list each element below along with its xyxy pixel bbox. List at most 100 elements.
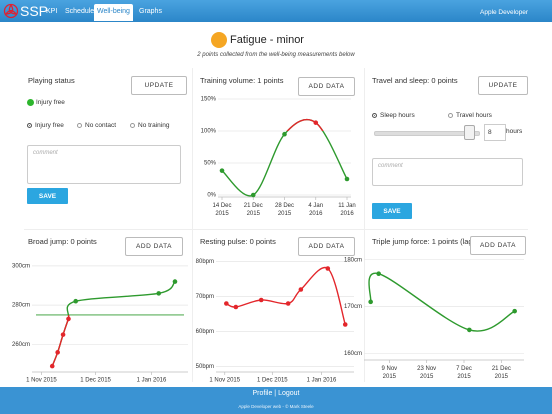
y-tick-label: 0% <box>207 193 216 199</box>
radio-label: Injury free <box>35 122 64 129</box>
data-point <box>313 120 319 125</box>
y-tick-label: 100% <box>201 129 217 135</box>
y-tick-label: 150% <box>201 97 217 103</box>
nav-tab[interactable]: Graphs <box>139 8 162 15</box>
y-tick-label: 50bpm <box>196 364 214 370</box>
x-tick-label-line: 4 Jan <box>308 203 323 209</box>
save-button[interactable]: SAVE <box>27 188 68 204</box>
line <box>368 272 516 332</box>
x-tick-label: 23 Nov 2015 <box>417 366 436 380</box>
footer <box>0 387 552 414</box>
data-point <box>512 308 517 314</box>
data-point <box>224 301 229 306</box>
x-tick-label: 7 Dec 2015 <box>456 366 472 380</box>
panel-title: Resting pulse: 0 points <box>200 237 276 246</box>
data-point <box>368 299 373 305</box>
data-point <box>282 131 287 137</box>
data-point <box>344 176 350 182</box>
panel-title: Triple jump force: 1 points (lag) <box>372 237 476 246</box>
comment-box[interactable]: comment <box>372 158 523 186</box>
save-button[interactable]: SAVE <box>372 203 412 219</box>
hours-input[interactable]: 8 <box>484 124 506 141</box>
hours-unit: hours <box>506 128 523 135</box>
data-point <box>156 291 162 296</box>
radio-label: Travel hours <box>456 112 492 119</box>
add-data-button[interactable]: ADD DATA <box>298 237 355 256</box>
status-dot <box>27 99 34 106</box>
x-tick-label: 11 Jan 2016 <box>338 203 356 217</box>
slider-track <box>374 131 480 136</box>
data-point <box>258 297 264 303</box>
radio-button[interactable] <box>77 123 82 128</box>
radio-option[interactable]: No training <box>130 122 169 129</box>
data-point <box>285 301 291 306</box>
y-tick-label: 260cm <box>12 342 30 348</box>
add-data-button[interactable]: ADD DATA <box>470 236 526 255</box>
data-point <box>233 304 239 310</box>
panel-title: Travel and sleep: 0 points <box>372 76 458 85</box>
radio-button[interactable] <box>372 113 377 118</box>
slider-thumb[interactable] <box>464 125 475 140</box>
x-tick-label-line: 2016 <box>340 211 354 217</box>
nav-tab[interactable]: KPI <box>46 8 58 15</box>
nav-bar <box>0 0 552 22</box>
data-point <box>219 168 225 173</box>
y-tick-label: 70bpm <box>196 294 214 300</box>
radio-option[interactable]: Travel hours <box>448 112 492 119</box>
x-tick-label: 9 Nov 2015 <box>381 366 397 380</box>
separator: | <box>274 390 277 397</box>
x-tick-label: 4 Jan 2016 <box>308 203 323 217</box>
x-tick-label-line: 23 Nov <box>417 366 436 372</box>
x-tick-label: 1 Dec 2015 <box>80 378 111 384</box>
update-button[interactable]: UPDATE <box>131 76 187 95</box>
data-point <box>73 298 79 304</box>
data-point <box>49 363 55 369</box>
x-tick-label-line: 14 Dec <box>212 203 231 209</box>
comment-box[interactable]: comment <box>27 145 181 184</box>
y-tick-label: 280cm <box>12 303 30 309</box>
status-subtitle: 2 points collected from the well-being m… <box>197 52 355 58</box>
x-tick-label: 21 Dec 2015 <box>492 366 511 380</box>
footer-credit: Apple Developer web - © Mark Steele <box>238 404 314 409</box>
data-point <box>298 287 304 292</box>
status-text: Fatigue - minor <box>230 34 304 46</box>
x-tick-label-line: 28 Dec <box>275 203 294 209</box>
x-tick-label-line: 2016 <box>309 211 323 217</box>
radio-label: No contact <box>85 122 117 129</box>
panel-title: Broad jump: 0 points <box>28 237 97 246</box>
radio-button[interactable] <box>130 123 135 128</box>
add-data-button[interactable]: ADD DATA <box>125 237 183 256</box>
data-point <box>376 271 381 277</box>
add-data-button[interactable]: ADD DATA <box>298 77 355 96</box>
x-tick-label-line: 2015 <box>278 211 292 217</box>
radio-option[interactable]: Injury free <box>27 122 64 129</box>
divider <box>192 68 193 382</box>
y-tick-label: 80bpm <box>196 259 214 265</box>
update-button[interactable]: UPDATE <box>478 76 528 95</box>
y-tick-label: 170cm <box>344 304 362 310</box>
x-tick-label-line: 7 Dec <box>456 366 472 372</box>
current-status: Injury free <box>36 99 65 106</box>
data-point <box>66 316 71 322</box>
logo-text[interactable]: SSP <box>20 3 49 19</box>
x-tick-label-line: 2015 <box>247 211 261 217</box>
panel-title: Playing status <box>28 76 75 85</box>
x-tick-label-line: 11 Jan <box>338 203 356 209</box>
user-name[interactable]: Apple Developer <box>480 9 529 16</box>
x-tick-label-line: 21 Dec <box>492 366 511 372</box>
x-tick-label: 14 Dec 2015 <box>212 203 231 217</box>
data-point <box>342 322 348 327</box>
divider <box>24 229 528 230</box>
radio-option[interactable]: No contact <box>77 122 116 129</box>
radio-button[interactable] <box>27 123 32 128</box>
nav-tab[interactable]: Schedule <box>65 8 95 15</box>
logout-link[interactable]: Logout <box>278 390 300 397</box>
radio-button[interactable] <box>448 113 453 118</box>
x-tick-label-line: 21 Dec <box>244 203 263 209</box>
nav-tab[interactable]: Well-being <box>94 4 133 21</box>
profile-link[interactable]: Profile <box>252 390 273 397</box>
radio-option[interactable]: Sleep hours <box>372 112 415 119</box>
radio-label: Sleep hours <box>380 112 415 119</box>
x-tick-label-line: 2015 <box>495 374 509 380</box>
